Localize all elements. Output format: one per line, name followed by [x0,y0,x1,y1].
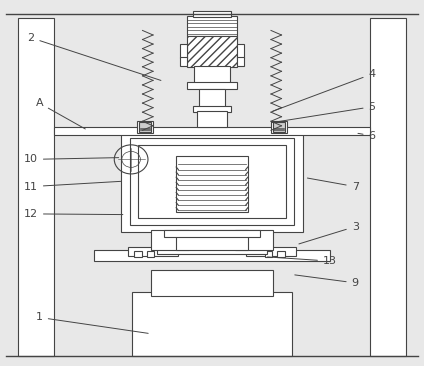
Bar [121,130,303,232]
Text: 5: 5 [272,102,376,123]
Bar [176,230,248,250]
Bar [235,230,273,250]
Text: 3: 3 [299,221,359,244]
Bar [128,247,179,255]
Text: 7: 7 [307,178,359,192]
Bar [197,111,227,127]
Bar [265,251,272,257]
Bar [134,251,142,257]
Bar [277,251,285,257]
Bar [147,251,154,257]
Bar [187,36,237,67]
Bar [193,106,231,112]
Text: 11: 11 [24,181,121,192]
Bar [130,138,294,225]
Bar [237,57,244,66]
Text: 9: 9 [295,275,359,288]
Text: 4: 4 [273,69,376,111]
Bar [94,250,330,261]
Text: 13: 13 [268,256,337,266]
Bar [132,292,292,355]
Bar [187,82,237,89]
Bar [18,18,54,355]
Bar [199,89,225,107]
Bar [176,156,248,212]
Text: 6: 6 [358,131,376,141]
Bar [180,57,187,66]
Bar [151,270,273,296]
Bar [194,66,230,83]
Bar [370,18,406,355]
Text: 12: 12 [24,209,123,219]
Text: 2: 2 [27,33,161,81]
Bar [137,120,153,133]
Bar [271,120,287,133]
Bar [157,249,267,254]
Text: A: A [36,98,85,129]
Text: 1: 1 [36,313,148,333]
Bar [164,230,260,238]
Bar [237,44,244,58]
Bar [54,127,370,135]
Bar [193,11,231,16]
Bar [138,145,286,217]
Bar [151,230,189,250]
Bar [180,44,187,58]
Bar [187,16,237,36]
Bar [139,122,151,132]
Text: 10: 10 [24,154,119,164]
Bar [245,247,296,255]
Bar [273,122,285,132]
